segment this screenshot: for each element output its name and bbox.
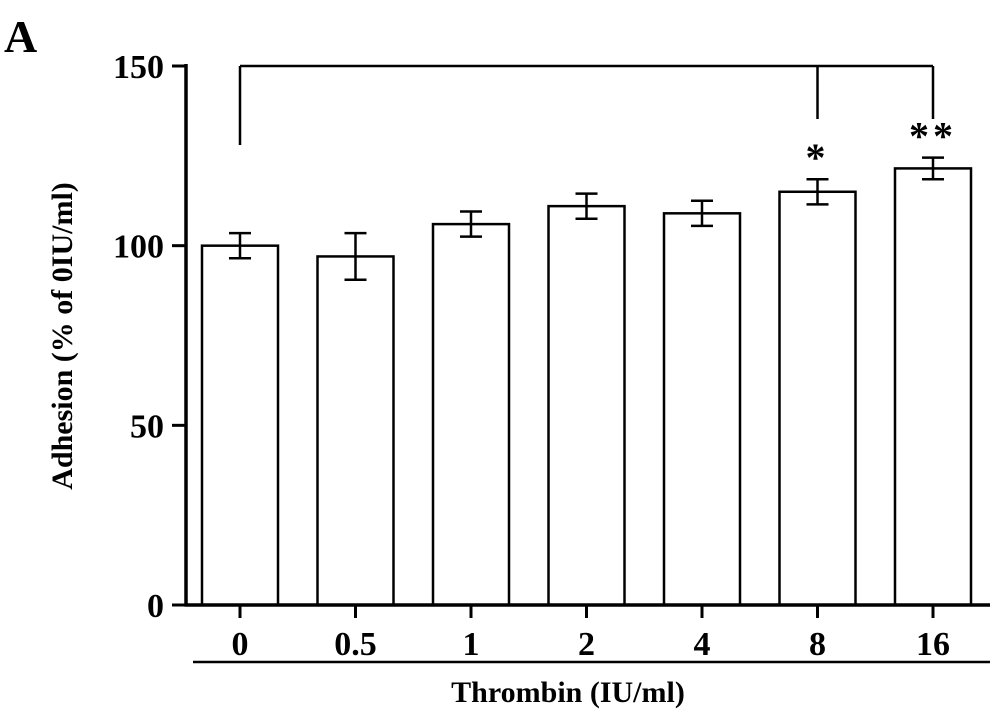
bar [662, 212, 742, 607]
bar [893, 167, 973, 607]
error-bar [460, 210, 482, 238]
error-bar [691, 199, 713, 228]
x-tick-label: 0 [232, 626, 249, 663]
bar [778, 190, 857, 607]
error-bar [344, 231, 367, 282]
panel-label: A [4, 11, 37, 62]
significance-asterisk: * [806, 135, 830, 180]
y-tick-label: 100 [113, 229, 164, 266]
error-bar [806, 177, 829, 206]
y-tick-label: 50 [130, 408, 164, 445]
bar-series [200, 167, 973, 607]
y-axis: 0 50 100 150 [113, 49, 188, 625]
x-tick-label: 8 [809, 626, 826, 663]
bar [200, 244, 280, 607]
x-tick-label: 4 [694, 626, 711, 663]
significance-annotations: * ** [806, 114, 957, 181]
x-axis-title: Thrombin (IU/ml) [451, 676, 685, 709]
bar [431, 222, 511, 607]
error-bars [229, 156, 944, 282]
significance-asterisk: ** [909, 114, 957, 159]
error-bar [229, 231, 251, 260]
x-axis: 0 0.5 1 2 4 8 16 [184, 603, 990, 664]
error-bar [922, 156, 944, 181]
x-tick-label: 1 [463, 626, 480, 663]
y-axis-title: Adhesion (% of 0IU/ml) [46, 182, 79, 490]
y-tick-label: 150 [113, 49, 164, 86]
x-tick-label: 2 [578, 626, 595, 663]
y-tick-label: 0 [147, 588, 164, 625]
x-tick-label: 16 [916, 626, 950, 663]
bar [547, 204, 626, 607]
x-tick-label: 0.5 [334, 626, 377, 663]
error-bar [575, 192, 598, 220]
bar [316, 255, 395, 607]
significance-bracket [238, 64, 935, 145]
